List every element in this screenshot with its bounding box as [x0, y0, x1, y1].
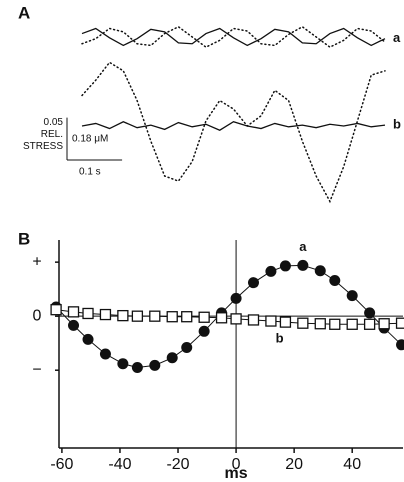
point [279, 260, 291, 272]
scale-label: 0.18 μM [72, 133, 108, 144]
point [279, 316, 292, 328]
panel-label: B [18, 229, 30, 248]
point [363, 318, 376, 330]
panel-label: A [18, 3, 30, 22]
x-tick-label: 40 [343, 456, 361, 473]
series-line [81, 25, 386, 49]
series-line [81, 27, 386, 47]
point [265, 265, 277, 277]
series-label: a [393, 30, 401, 45]
point [181, 311, 193, 323]
y-tick-label: − [32, 361, 41, 378]
point [297, 317, 309, 329]
point [329, 318, 341, 330]
point [131, 310, 144, 322]
x-tick-label: 0 [232, 456, 241, 473]
point [230, 292, 242, 304]
series-line [55, 264, 402, 369]
point [395, 317, 404, 329]
point [117, 309, 129, 322]
x-axis-label: ms [225, 465, 248, 482]
series-label: b [393, 117, 401, 132]
x-tick-label: -20 [166, 456, 189, 473]
series-line [81, 61, 386, 204]
point [82, 333, 94, 345]
point [50, 304, 62, 316]
point [99, 348, 111, 360]
point [396, 339, 404, 351]
y-tick-label: 0 [33, 307, 42, 324]
x-tick-label: 20 [285, 456, 303, 473]
point [329, 275, 341, 287]
series-label: a [299, 239, 307, 254]
series-line [56, 309, 402, 325]
point [346, 290, 358, 302]
point [230, 313, 242, 325]
point [149, 359, 161, 371]
point [364, 307, 376, 319]
point [297, 259, 309, 271]
point [247, 314, 260, 326]
x-tick-label: -60 [50, 456, 73, 473]
point [215, 312, 228, 324]
point [181, 342, 193, 354]
scale-label: STRESS [23, 141, 63, 152]
point [166, 352, 178, 364]
series-line [81, 121, 386, 131]
point [82, 307, 94, 320]
series-label: b [276, 330, 284, 345]
point [166, 311, 178, 323]
scale-label: 0.05 [44, 117, 64, 128]
point [378, 318, 390, 330]
y-tick-label: + [32, 253, 41, 270]
point [117, 358, 129, 370]
scale-label: 0.1 s [79, 167, 101, 178]
x-tick-label: -40 [108, 456, 131, 473]
point [247, 277, 259, 289]
point [314, 318, 326, 330]
point [149, 310, 161, 322]
point [67, 306, 80, 318]
scale-label: REL. [41, 129, 63, 140]
point [314, 265, 326, 277]
point [265, 315, 277, 327]
point [346, 318, 358, 330]
point [198, 311, 210, 323]
point [99, 308, 112, 321]
point [131, 362, 143, 374]
point [198, 325, 210, 337]
point [68, 319, 80, 331]
